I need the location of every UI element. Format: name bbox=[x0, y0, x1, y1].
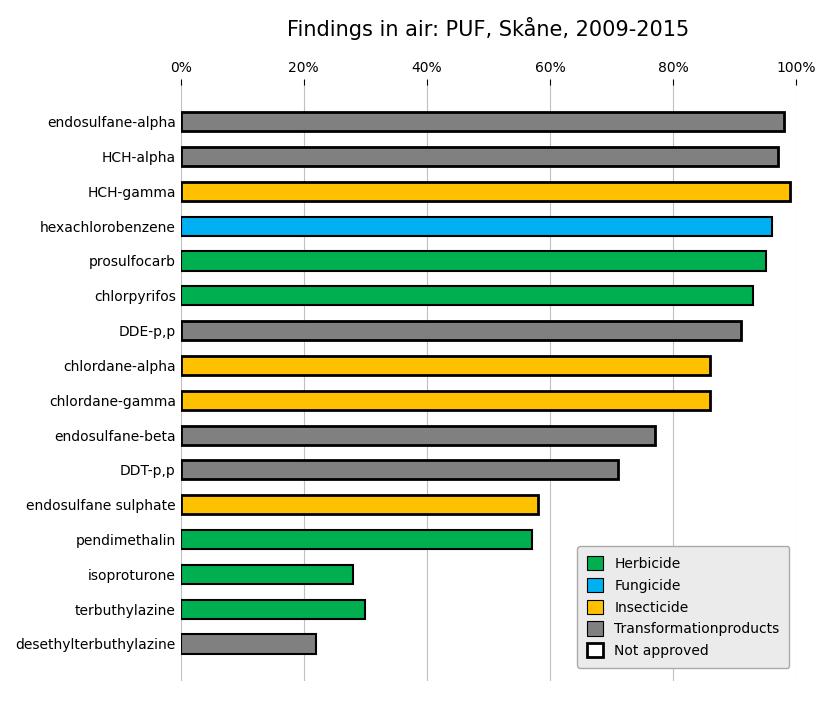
Bar bbox=[181, 321, 741, 340]
Title: Findings in air: PUF, Skåne, 2009-2015: Findings in air: PUF, Skåne, 2009-2015 bbox=[287, 18, 690, 40]
Bar bbox=[181, 112, 784, 131]
Bar bbox=[181, 495, 538, 514]
Bar bbox=[181, 182, 791, 201]
Bar bbox=[181, 425, 655, 445]
Bar bbox=[181, 286, 754, 306]
Legend: Herbicide, Fungicide, Insecticide, Transformationproducts, Not approved: Herbicide, Fungicide, Insecticide, Trans… bbox=[577, 547, 790, 668]
Bar bbox=[181, 356, 710, 375]
Bar bbox=[181, 391, 710, 410]
Bar bbox=[181, 530, 532, 549]
Bar bbox=[181, 565, 353, 584]
Bar bbox=[181, 147, 778, 166]
Bar bbox=[181, 600, 365, 619]
Bar bbox=[181, 635, 316, 654]
Bar bbox=[181, 217, 772, 236]
Bar bbox=[181, 460, 618, 479]
Bar bbox=[181, 252, 766, 271]
